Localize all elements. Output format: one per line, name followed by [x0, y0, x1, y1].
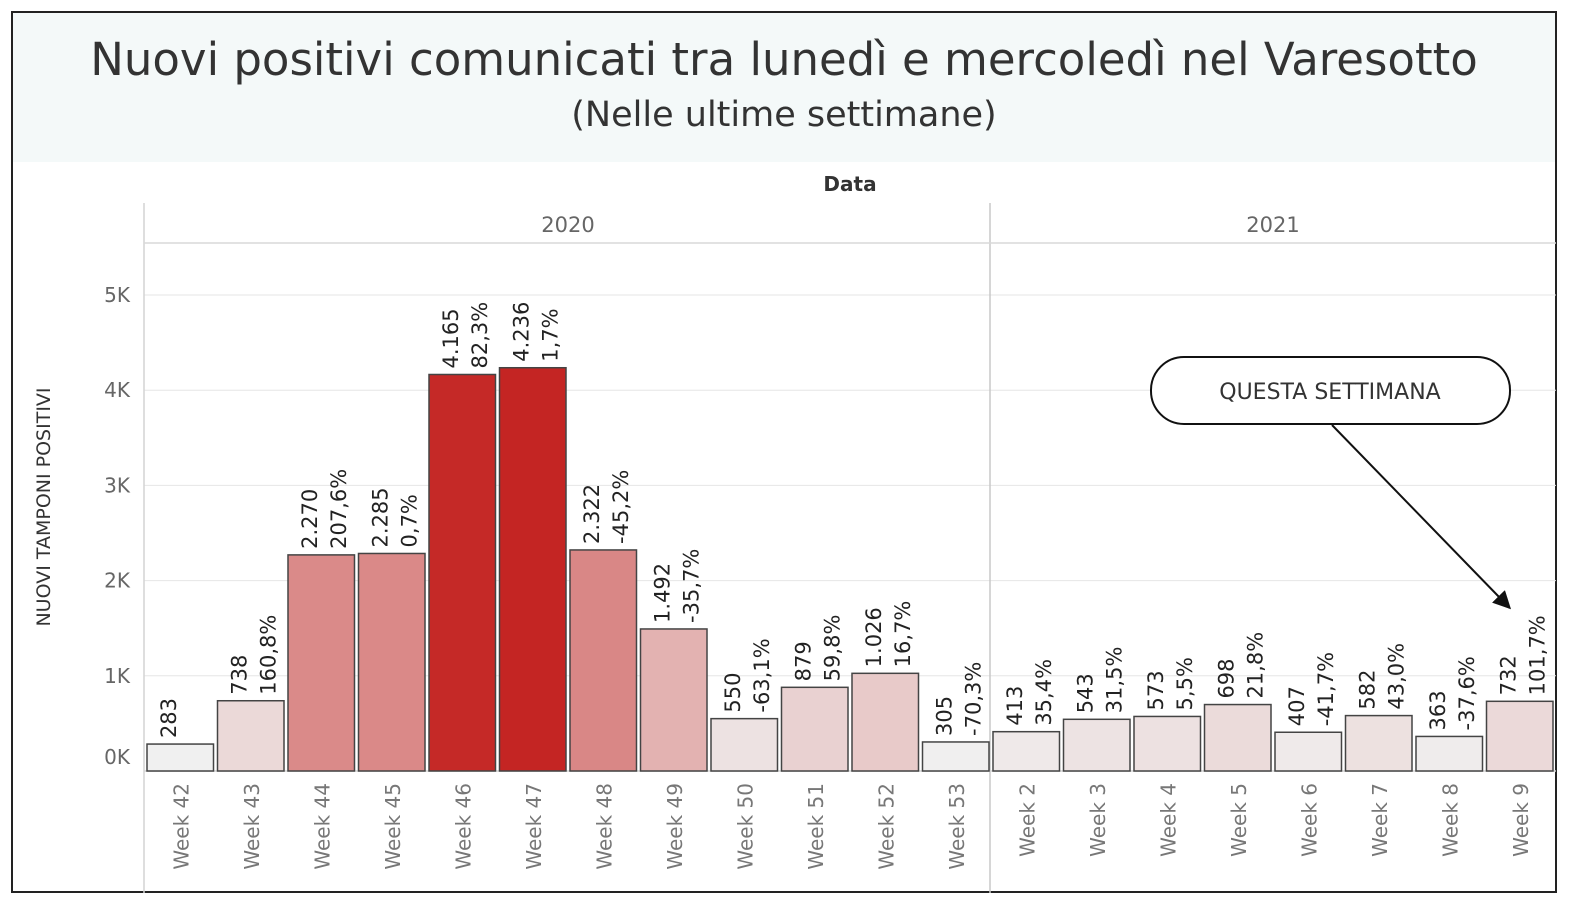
x-tick-label: Week 8 [1438, 783, 1462, 857]
year-header: 2020 [541, 213, 594, 237]
bar [1274, 731, 1343, 772]
y-tick-label: 3K [104, 473, 131, 497]
bar-change-label: -63,1% [750, 638, 774, 712]
bar-value-label: 4.236 [510, 302, 534, 362]
x-tick-label: Week 4 [1156, 783, 1180, 857]
x-tick-label: Week 5 [1227, 783, 1251, 857]
bar-value-label: 543 [1074, 673, 1098, 713]
x-tick-label: Week 47 [522, 783, 546, 870]
x-tick-label: Week 45 [381, 783, 405, 870]
bar [216, 699, 285, 772]
x-tick-label: Week 44 [310, 783, 334, 870]
bar-change-label: 1,7% [539, 308, 563, 361]
x-tick-label: Week 53 [945, 783, 969, 870]
x-tick-label: Week 9 [1509, 783, 1533, 857]
bar-value-label: 2.322 [580, 484, 604, 544]
bar-change-label: -45,2% [609, 470, 633, 544]
bar-change-label: 5,5% [1173, 657, 1197, 710]
x-tick-label: Week 48 [592, 783, 616, 870]
x-tick-label: Week 46 [451, 783, 475, 870]
bar-change-label: -70,3% [962, 662, 986, 736]
chart-subtitle: (Nelle ultime settimane) [571, 95, 997, 135]
bar [428, 373, 497, 772]
bar-value-label: 1.026 [862, 607, 886, 667]
annotation-label: QUESTA SETTIMANA [1219, 380, 1440, 405]
bar-value-label: 4.165 [439, 308, 463, 368]
bar [921, 741, 990, 772]
annotation-box [1150, 356, 1511, 425]
annotation-arrow [1331, 424, 1512, 610]
bar [1203, 703, 1272, 772]
bar-change-label: 160,8% [257, 615, 281, 695]
bar [780, 686, 849, 772]
bar-change-label: -41,7% [1314, 652, 1338, 726]
x-tick-label: Week 43 [240, 783, 264, 870]
bar-value-label: 407 [1285, 686, 1309, 726]
y-tick-label: 0K [104, 745, 131, 769]
bar [498, 366, 567, 772]
y-tick-label: 4K [104, 378, 131, 402]
x-tick-label: Week 6 [1297, 783, 1321, 857]
y-tick-label: 2K [104, 569, 131, 593]
x-tick-label: Week 50 [733, 783, 757, 870]
bar [146, 743, 215, 772]
x-tick-label: Week 49 [663, 783, 687, 870]
bar-value-label: 2.285 [369, 487, 393, 547]
bar-value-label: 363 [1426, 690, 1450, 730]
bar [1062, 718, 1131, 772]
x-tick-label: Week 7 [1368, 783, 1392, 857]
year-header: 2021 [1246, 213, 1299, 237]
x-tick-label: Week 51 [804, 783, 828, 870]
bar-change-label: 101,7% [1526, 615, 1550, 695]
x-tick-label: Week 3 [1086, 783, 1110, 857]
bar-value-label: 582 [1356, 669, 1380, 709]
bar-value-label: 2.270 [298, 489, 322, 549]
bar-change-label: 21,8% [1244, 632, 1268, 699]
bar [1133, 715, 1202, 772]
x-tick-label: Week 52 [874, 783, 898, 870]
bar-change-label: 31,5% [1103, 647, 1127, 714]
bar [639, 628, 708, 772]
bar-change-label: 59,8% [821, 615, 845, 682]
bar-value-label: 738 [228, 655, 252, 695]
x-tick-label: Week 2 [1015, 783, 1039, 857]
bar-change-label: 0,7% [398, 494, 422, 547]
bar-value-label: 1.492 [651, 563, 675, 623]
bar-value-label: 732 [1497, 655, 1521, 695]
bar-value-label: 573 [1144, 670, 1168, 710]
bar [1344, 714, 1413, 772]
bar-value-label: 698 [1215, 658, 1239, 698]
y-axis-title: NUOVI TAMPONI POSITIVI [33, 387, 55, 626]
bar-value-label: 879 [792, 641, 816, 681]
bar [357, 552, 426, 772]
column-header: Data [823, 172, 876, 196]
bar-change-label: 207,6% [327, 469, 351, 549]
bar [1415, 735, 1484, 772]
bar-value-label: 550 [721, 673, 745, 713]
bar [710, 717, 779, 772]
bar-change-label: 82,3% [468, 302, 492, 369]
bar-change-label: -37,6% [1455, 656, 1479, 730]
y-tick-label: 5K [104, 283, 131, 307]
bar-change-label: 16,7% [891, 601, 915, 668]
chart-title: Nuovi positivi comunicati tra lunedì e m… [90, 33, 1478, 86]
bar [1485, 700, 1554, 772]
bar-change-label: 35,4% [1032, 659, 1056, 726]
bar-value-label: 283 [157, 698, 181, 738]
chart-header: Nuovi positivi comunicati tra lunedì e m… [13, 13, 1555, 162]
x-tick-label: Week 42 [169, 783, 193, 870]
bar-value-label: 413 [1003, 686, 1027, 726]
bar-change-label: 43,0% [1385, 643, 1409, 710]
y-tick-label: 1K [104, 664, 131, 688]
bar-value-label: 305 [933, 696, 957, 736]
bar [569, 549, 638, 772]
bar-change-label: -35,7% [680, 549, 704, 623]
bar [992, 730, 1061, 772]
bar [851, 672, 920, 772]
bar [287, 554, 356, 772]
